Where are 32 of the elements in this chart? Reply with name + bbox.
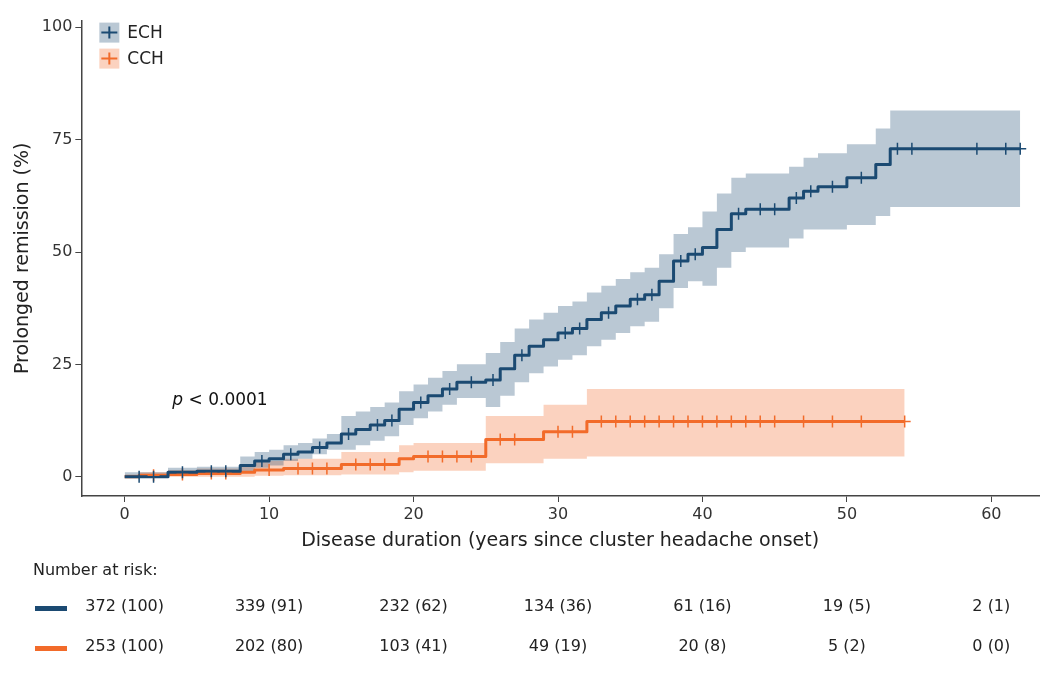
text: 372 (100) [85, 596, 164, 615]
text: 0 (0) [972, 636, 1011, 655]
x-tick-label: 50 [836, 503, 858, 523]
x-tick-label: 0 [119, 503, 130, 523]
text: 19 (5) [822, 596, 871, 615]
y-axis-title: Prolonged remission (%) [10, 142, 33, 375]
x-tick-label: 40 [692, 503, 713, 523]
x-tick-label: 60 [981, 503, 1002, 523]
text: 134 (36) [523, 596, 593, 615]
y-tick-label: 25 [51, 353, 73, 373]
legend-label: CCH [127, 48, 164, 69]
x-tick-label: 30 [547, 503, 569, 523]
text: 5 (2) [827, 636, 866, 655]
legend-label: ECH [127, 22, 163, 43]
text: 49 (19) [528, 636, 588, 655]
text: 202 (80) [234, 636, 304, 655]
text: 232 (62) [379, 596, 448, 615]
annotation: p < 0.0001 [171, 389, 268, 410]
text: 2 (1) [972, 596, 1011, 615]
y-tick-label: 75 [51, 128, 73, 148]
x-tick-label: 20 [403, 503, 424, 523]
text: 253 (100) [85, 636, 164, 655]
text: 61 (16) [673, 596, 732, 615]
text: Number at risk: [33, 560, 159, 581]
text: 339 (91) [234, 596, 304, 615]
text: 103 (41) [379, 636, 448, 655]
y-tick-label: 50 [51, 241, 73, 261]
x-tick-label: 10 [258, 503, 280, 523]
x-axis-title: Disease duration (years since cluster headache onset) [301, 527, 820, 550]
text: 20 (8) [678, 636, 727, 655]
y-tick-label: 0 [62, 465, 73, 485]
y-tick-label: 100 [41, 16, 73, 36]
